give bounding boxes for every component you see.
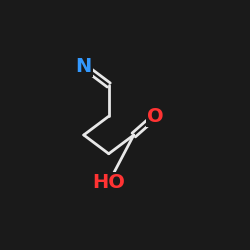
Text: O: O bbox=[147, 107, 163, 126]
Text: N: N bbox=[76, 57, 92, 76]
Text: HO: HO bbox=[92, 173, 125, 192]
